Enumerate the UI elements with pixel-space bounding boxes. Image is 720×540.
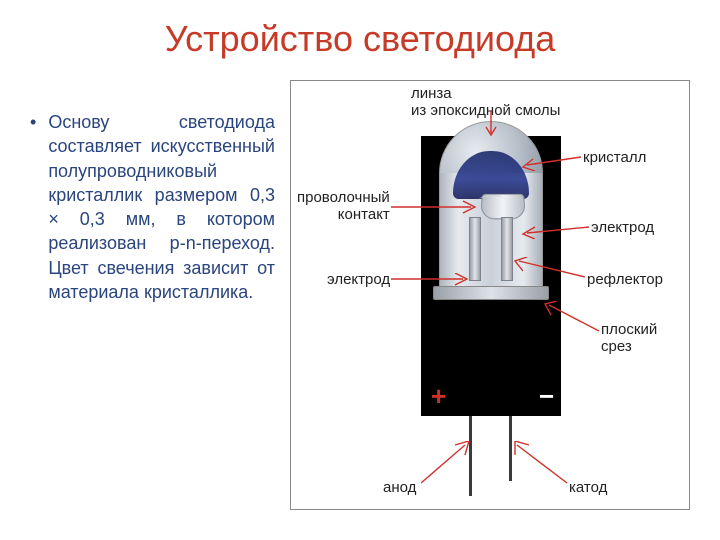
label-electrode-left: электрод	[327, 271, 390, 288]
led-flange	[433, 286, 549, 300]
led-diagram: + − линзаиз эпоксидной смолы кристалл пр…	[290, 80, 690, 510]
label-reflector: рефлектор	[587, 271, 663, 288]
label-crystal: кристалл	[583, 149, 646, 166]
text-column: • Основу светодиода составляет искусстве…	[30, 80, 290, 510]
label-cathode: катод	[569, 479, 607, 496]
label-anode: анод	[383, 479, 416, 496]
body-paragraph: Основу светодиода составляет искусственн…	[48, 110, 275, 304]
content-row: • Основу светодиода составляет искусстве…	[0, 60, 720, 510]
label-wire: проволочныйконтакт	[297, 189, 390, 224]
bullet-icon: •	[30, 110, 36, 304]
label-lens: линзаиз эпоксидной смолы	[411, 85, 560, 120]
arrow-anode	[421, 441, 471, 485]
led-post-anode	[469, 217, 481, 281]
polarity-minus-icon: −	[539, 381, 554, 412]
anode-lead	[469, 416, 472, 496]
label-electrode-right: электрод	[591, 219, 654, 236]
slide-title: Устройство светодиода	[0, 0, 720, 60]
label-flat: плоскийсрез	[601, 321, 657, 356]
polarity-plus-icon: +	[431, 381, 446, 412]
arrow-cathode	[513, 441, 573, 485]
led-drawing	[439, 121, 543, 296]
cathode-lead	[509, 416, 512, 481]
led-bond-wire	[479, 195, 505, 205]
led-post-cathode	[501, 217, 513, 281]
